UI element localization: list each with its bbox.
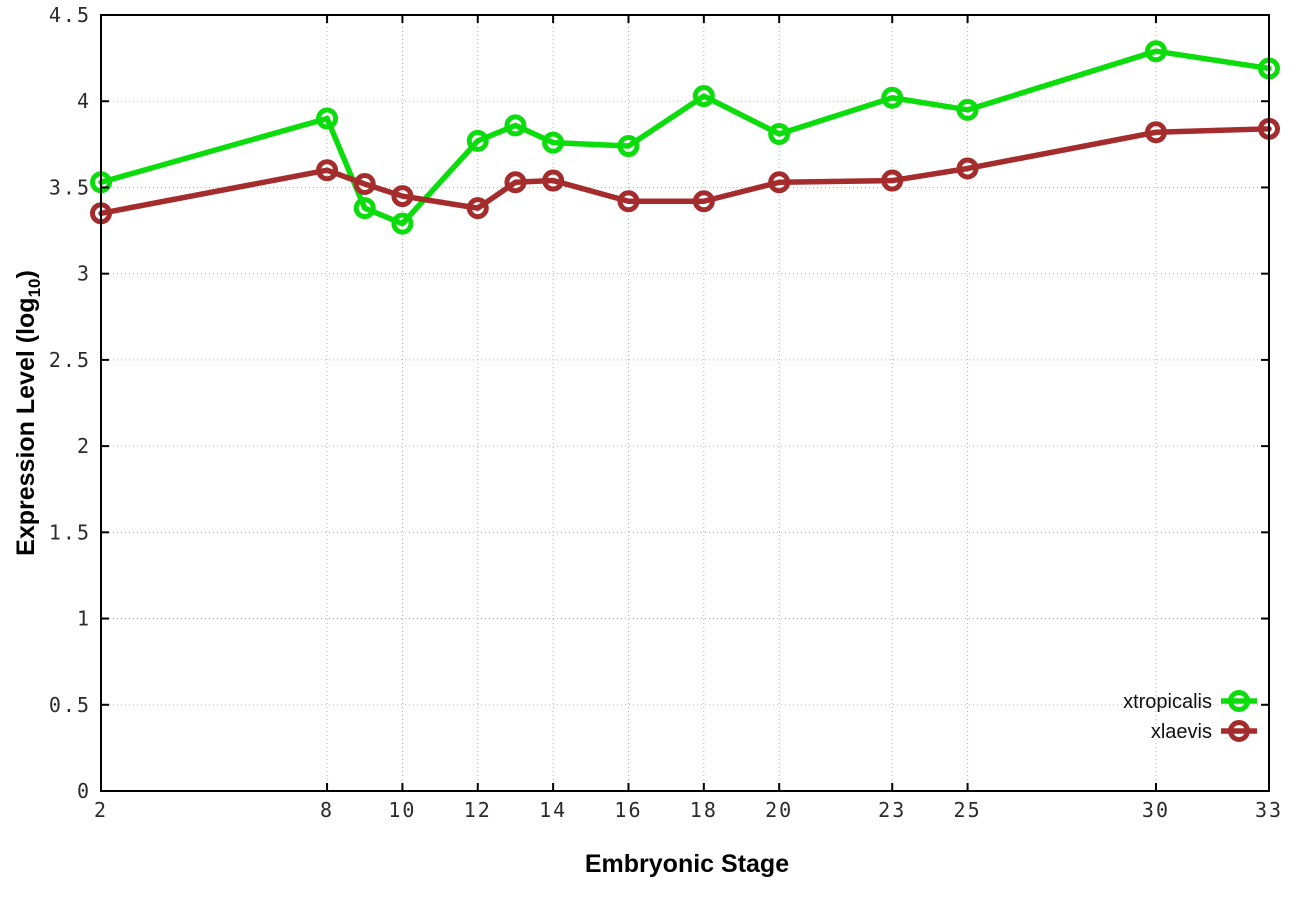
y-tick-label: 4	[77, 89, 91, 113]
x-tick-label: 12	[464, 798, 492, 822]
x-tick-label: 10	[388, 798, 416, 822]
y-tick-label: 3	[77, 262, 91, 286]
x-tick-label: 2	[94, 798, 108, 822]
data-point-xtropicalis	[692, 85, 715, 108]
data-point-xlaevis	[768, 171, 791, 194]
x-tick-label: 8	[320, 798, 334, 822]
data-point-xtropicalis	[617, 135, 640, 158]
data-point-xlaevis	[692, 190, 715, 213]
data-point-xlaevis	[466, 197, 489, 220]
y-tick-label: 2	[77, 434, 91, 458]
data-point-xtropicalis	[391, 212, 414, 235]
data-point-xtropicalis	[353, 197, 376, 220]
y-tick-label: 4.5	[49, 3, 91, 27]
data-point-xlaevis	[617, 190, 640, 213]
y-axis-title-text: Expression Level (log	[12, 297, 40, 556]
data-point-xlaevis	[542, 169, 565, 192]
series-line-xtropicalis	[98, 48, 1272, 227]
x-tick-label: 20	[765, 798, 793, 822]
data-point-xlaevis	[956, 157, 979, 180]
data-point-xlaevis	[316, 159, 339, 182]
data-point-xlaevis	[353, 172, 376, 195]
y-tick-label: 1.5	[49, 520, 91, 544]
data-point-xtropicalis	[881, 86, 904, 109]
data-point-xlaevis	[881, 169, 904, 192]
data-point-xlaevis	[391, 185, 414, 208]
data-point-xtropicalis	[504, 114, 527, 137]
y-axis-title-close: )	[12, 270, 40, 279]
x-tick-label: 25	[954, 798, 982, 822]
x-tick-label: 14	[539, 798, 567, 822]
legend-marker-xlaevis	[1228, 720, 1250, 742]
x-tick-label: 23	[878, 798, 906, 822]
y-tick-label: 2.5	[49, 348, 91, 372]
data-point-xtropicalis	[466, 129, 489, 152]
data-point-xtropicalis	[1144, 40, 1167, 63]
x-axis-title: Embryonic Stage	[584, 850, 790, 878]
legend-marker-xtropicalis	[1228, 690, 1250, 712]
data-point-xlaevis	[504, 171, 527, 194]
legend-label-xlaevis: xlaevis	[1151, 721, 1212, 743]
data-point-xtropicalis	[542, 131, 565, 154]
x-tick-label: 33	[1255, 798, 1283, 822]
data-point-xtropicalis	[768, 122, 791, 145]
y-tick-label: 1	[77, 607, 91, 631]
data-point-xtropicalis	[316, 107, 339, 130]
series-line-xlaevis	[98, 126, 1272, 217]
x-tick-label: 18	[690, 798, 718, 822]
data-point-xlaevis	[1144, 121, 1167, 144]
x-tick-label: 16	[614, 798, 642, 822]
data-point-xtropicalis	[956, 98, 979, 121]
y-tick-label: 3.5	[49, 175, 91, 199]
x-tick-label: 30	[1142, 798, 1170, 822]
y-axis-title-subscript: 10	[25, 278, 44, 298]
plot-border	[100, 14, 1270, 792]
legend-label-xtropicalis: xtropicalis	[1123, 691, 1212, 713]
y-axis-title: Expression Level (log10)	[11, 203, 44, 623]
y-tick-label: 0.5	[49, 693, 91, 717]
y-tick-label: 0	[77, 779, 91, 803]
